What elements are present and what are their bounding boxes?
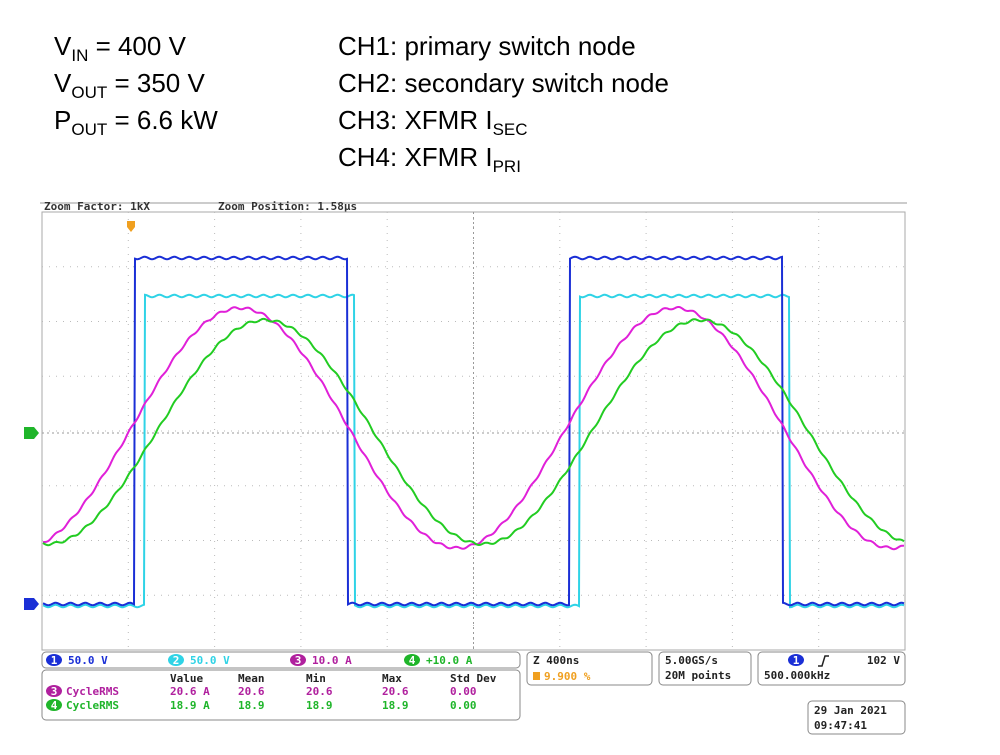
grid: [42, 212, 905, 650]
measurement-cell: 18.9: [306, 699, 333, 712]
channel-badge: [168, 654, 184, 666]
ch3-trace: [42, 306, 905, 551]
channel-badge: [46, 699, 62, 711]
zoom-factor: Zoom Factor: 1kX: [44, 200, 150, 213]
channel-badge: [290, 654, 306, 666]
measurement-cell: 18.9 A: [170, 699, 210, 712]
measurement-name: CycleRMS: [66, 685, 119, 698]
measurement-cell: 18.9: [238, 699, 265, 712]
subscript: SEC: [493, 120, 528, 139]
record-length: 20M points: [665, 669, 731, 682]
ch2-trace: [42, 293, 905, 609]
ch1-trace: [42, 255, 905, 607]
ch4-marker: [24, 427, 39, 439]
main-text: V: [54, 31, 72, 61]
subscript: OUT: [71, 83, 107, 102]
channel-id: 1: [793, 654, 800, 667]
ch1-marker: [24, 598, 39, 610]
channel-badge: [46, 654, 62, 666]
header-line: CH4: XFMR IPRI: [338, 142, 521, 176]
trigger-slope: [818, 655, 829, 667]
channel-scale: +10.0 A: [426, 654, 473, 667]
ch4-trace: [42, 317, 905, 547]
header-line: CH3: XFMR ISEC: [338, 105, 528, 139]
main-text: CH1: primary switch node: [338, 31, 636, 61]
waveforms: [24, 221, 905, 610]
trigger-pos-icon: [533, 672, 540, 680]
channel-id: 1: [51, 654, 58, 667]
header-line: POUT = 6.6 kW: [54, 105, 218, 139]
column-header: Std Dev: [450, 672, 497, 685]
channel-id: 3: [295, 654, 302, 667]
main-text: P: [54, 105, 71, 135]
main-text: V: [54, 68, 72, 98]
main-text: CH2: secondary switch node: [338, 68, 669, 98]
channel-badge: [46, 685, 62, 697]
header-line: VIN = 400 V: [54, 31, 187, 65]
channel-scale: 50.0 V: [190, 654, 230, 667]
measurement-cell: 20.6: [238, 685, 265, 698]
subscript: OUT: [71, 120, 107, 139]
rest-text: = 6.6 kW: [107, 105, 218, 135]
header-line: CH1: primary switch node: [338, 31, 636, 61]
measurement-cell: 20.6: [306, 685, 333, 698]
column-header: Min: [306, 672, 326, 685]
main-text: CH3: XFMR I: [338, 105, 493, 135]
main-text: CH4: XFMR I: [338, 142, 493, 172]
readout-box: [807, 700, 906, 735]
measurement-cell: 0.00: [450, 685, 477, 698]
measurement-cell: 0.00: [450, 699, 477, 712]
channel-id: 4: [51, 699, 58, 712]
column-header: Max: [382, 672, 402, 685]
header-line: VOUT = 350 V: [54, 68, 205, 102]
rest-text: = 350 V: [107, 68, 205, 98]
measurement-name: CycleRMS: [66, 699, 119, 712]
trigger-level: 102 V: [867, 654, 900, 667]
trigger-position: 9.900 %: [544, 670, 591, 683]
readout-box: [658, 651, 752, 686]
channel-scale: 10.0 A: [312, 654, 352, 667]
readout-box: [41, 651, 521, 669]
channel-badge: [404, 654, 420, 666]
readout-box: [526, 651, 653, 686]
channel-id: 2: [173, 654, 180, 667]
trigger-marker: [127, 221, 135, 232]
subscript: IN: [71, 46, 88, 65]
channel-scale: 50.0 V: [68, 654, 108, 667]
zoom-position: Zoom Position: 1.58µs: [218, 200, 357, 213]
header-line: CH2: secondary switch node: [338, 68, 669, 98]
channel-id: 3: [51, 685, 58, 698]
subscript: PRI: [493, 157, 521, 176]
rest-text: = 400 V: [88, 31, 186, 61]
column-header: Mean: [238, 672, 265, 685]
frequency: 500.000kHz: [764, 669, 830, 682]
time: 09:47:41: [814, 719, 867, 732]
readouts: 1 50.0 V 2 50.0 V 3 10.0 A 4 +10.0 A Value Mean Mi…: [41, 651, 906, 735]
channel-id: 4: [409, 654, 416, 667]
timebase: Z 400ns: [533, 654, 579, 667]
measurement-cell: 20.6: [382, 685, 409, 698]
sample-rate: 5.00GS/s: [665, 654, 718, 667]
column-header: Value: [170, 672, 203, 685]
readout-box: [41, 669, 521, 721]
measurement-cell: 20.6 A: [170, 685, 210, 698]
measurement-cell: 18.9: [382, 699, 409, 712]
date: 29 Jan 2021: [814, 704, 887, 717]
channel-badge: [788, 654, 804, 666]
